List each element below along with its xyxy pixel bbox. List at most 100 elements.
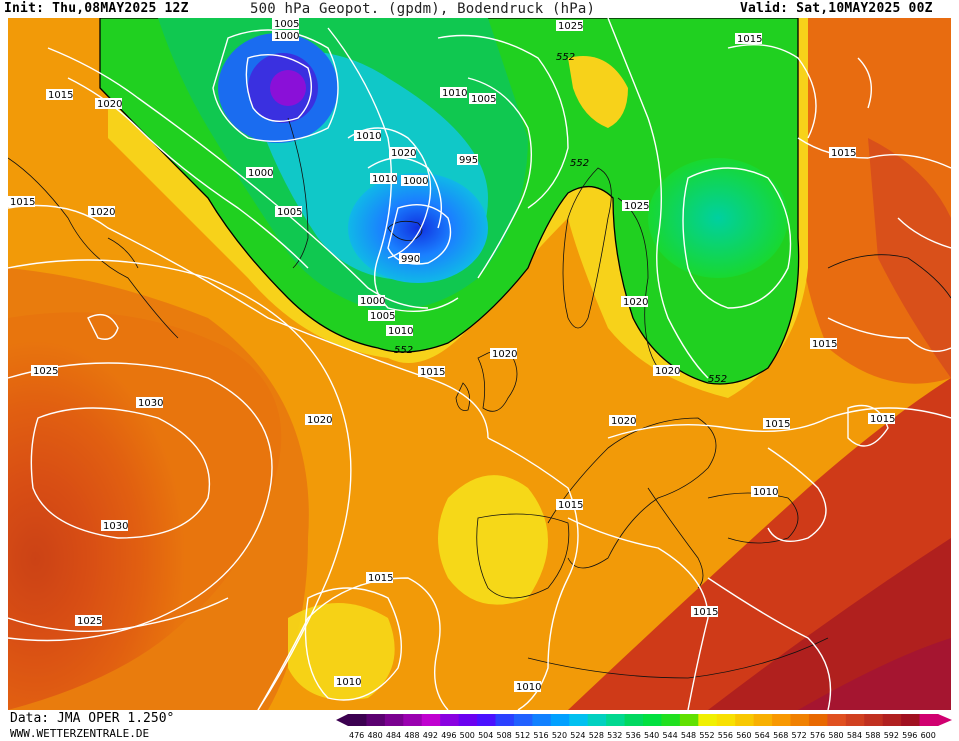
colorbar-swatch	[753, 714, 773, 726]
isobar-label: 990	[399, 253, 420, 265]
iberia-yellow-patch	[438, 475, 548, 605]
isobar-label: 1015	[691, 606, 718, 618]
colorbar-swatch	[735, 714, 755, 726]
scandinavia-green-core	[648, 158, 788, 278]
atlantic-ridge-shade	[8, 268, 309, 710]
isobar-label: 1020	[609, 415, 636, 427]
colorbar-swatch	[495, 714, 515, 726]
svg-text:1005: 1005	[471, 94, 496, 105]
svg-text:1010: 1010	[372, 174, 397, 185]
svg-text:1015: 1015	[420, 367, 445, 378]
iceland-low-core	[348, 173, 488, 283]
isobar-label: 1005	[272, 18, 299, 30]
colorbar-swatch	[661, 714, 681, 726]
svg-text:1015: 1015	[831, 148, 856, 159]
isobar-label: 1020	[621, 296, 648, 308]
svg-text:1025: 1025	[33, 366, 58, 377]
svg-text:1020: 1020	[611, 416, 636, 427]
greenland-low-core	[270, 70, 306, 106]
colorbar-swatch	[901, 714, 921, 726]
isobar-label: 1010	[354, 130, 381, 142]
isobar-label: 1000	[358, 295, 385, 307]
colorbar-tick-label: 540	[644, 731, 659, 740]
colorbar-tick-label: 516	[533, 731, 548, 740]
svg-text:1015: 1015	[870, 414, 895, 425]
isobar-label: 1010	[370, 173, 397, 185]
colorbar-tick-label: 488	[404, 731, 419, 740]
isobar-label: 1015	[868, 413, 895, 425]
colorbar-swatch	[679, 714, 699, 726]
isobar-label: 1005	[368, 310, 395, 322]
init-time: Init: Thu,08MAY2025 12Z	[4, 1, 189, 16]
colorbar-swatch	[440, 714, 460, 726]
colorbar-swatch	[513, 714, 533, 726]
colorbar-tick-label: 568	[773, 731, 788, 740]
svg-text:1000: 1000	[274, 31, 299, 42]
colorbar-tick-label: 520	[552, 731, 567, 740]
svg-text:1015: 1015	[812, 339, 837, 350]
isobar-label: 1015	[763, 418, 790, 430]
isobar-label: 1025	[31, 365, 58, 377]
isobar-label: 1015	[829, 147, 856, 159]
svg-text:1010: 1010	[753, 487, 778, 498]
colorbar-swatch	[624, 714, 644, 726]
colorbar-swatch	[421, 714, 441, 726]
colorbar-tick-label: 480	[367, 731, 382, 740]
isobar-label: 1020	[653, 365, 680, 377]
colorbar-swatch	[827, 714, 847, 726]
isobars	[8, 18, 951, 710]
colorbar-swatch	[716, 714, 736, 726]
colorbar: 476 480 484 488 492 496 500 504 508 512 516 520 524 5…	[336, 714, 952, 740]
isobar-label: 1020	[389, 147, 416, 159]
svg-text:1015: 1015	[693, 607, 718, 618]
svg-text:1020: 1020	[623, 297, 648, 308]
svg-text:1020: 1020	[307, 415, 332, 426]
svg-text:1020: 1020	[391, 148, 416, 159]
geopot-label: 552	[394, 345, 413, 356]
isobar-label: 1015	[366, 572, 393, 584]
colorbar-swatch	[808, 714, 828, 726]
isobar-label: 1000	[401, 175, 428, 187]
colorbar-swatch	[458, 714, 478, 726]
colorbar-swatch	[403, 714, 423, 726]
isobar-label: 1015	[418, 366, 445, 378]
svg-text:1005: 1005	[274, 19, 299, 30]
colorbar-swatch	[864, 714, 884, 726]
colorbar-tick-label: 500	[460, 731, 475, 740]
geopot-label: 552	[708, 374, 727, 385]
colorbar-swatch	[698, 714, 718, 726]
svg-text:1010: 1010	[356, 131, 381, 142]
isobar-label: 1010	[751, 486, 778, 498]
svg-text:1020: 1020	[492, 349, 517, 360]
colorbar-tick-label: 560	[736, 731, 751, 740]
colorbar-tick-label: 600	[921, 731, 936, 740]
colorbar-swatch	[550, 714, 570, 726]
svg-text:1025: 1025	[558, 21, 583, 32]
isobar-label: 1015	[810, 338, 837, 350]
geopot-label: 552	[556, 52, 575, 63]
colorbar-tick-label: 564	[755, 731, 770, 740]
isobar-label: 1020	[95, 98, 122, 110]
svg-text:1015: 1015	[10, 197, 35, 208]
colorbar-swatch	[845, 714, 865, 726]
isobar-label: 1020	[88, 206, 115, 218]
svg-text:1010: 1010	[516, 682, 541, 693]
geopot-labels: 552 552 552 552	[394, 52, 727, 385]
colorbar-swatch	[772, 714, 791, 726]
colorbar-arrow-left	[336, 714, 348, 726]
svg-text:1000: 1000	[360, 296, 385, 307]
colorbar-swatch	[643, 714, 662, 726]
colorbar-tick-label: 576	[810, 731, 825, 740]
svg-text:1030: 1030	[138, 398, 163, 409]
isobar-label: 1000	[246, 167, 273, 179]
colorbar-tick-label: 528	[589, 731, 604, 740]
colorbar-tick-label: 552	[699, 731, 714, 740]
svg-text:1020: 1020	[97, 99, 122, 110]
geopot-label: 552	[570, 158, 589, 169]
colorbar-arrow-right	[938, 714, 952, 726]
svg-text:1020: 1020	[655, 366, 680, 377]
isobar-label: 1025	[75, 615, 102, 627]
colorbar-tick-label: 476	[349, 731, 364, 740]
colorbar-swatch	[569, 714, 589, 726]
svg-text:1020: 1020	[90, 207, 115, 218]
